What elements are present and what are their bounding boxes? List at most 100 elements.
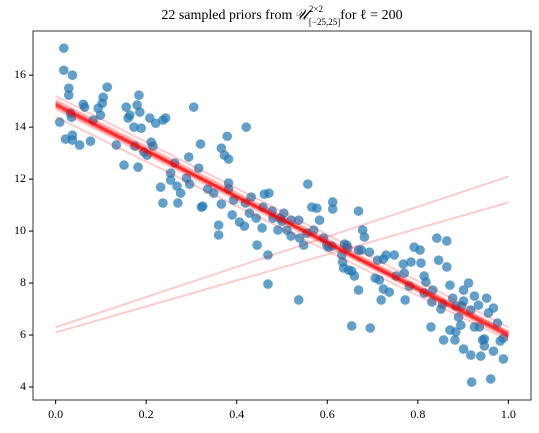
data-point <box>111 140 122 150</box>
data-point <box>353 206 364 216</box>
data-point <box>495 336 506 346</box>
data-point <box>134 90 144 100</box>
prior-line <box>55 106 509 336</box>
data-point <box>213 220 224 230</box>
data-point <box>353 285 364 295</box>
data-point <box>421 277 431 287</box>
data-point <box>63 90 74 100</box>
data-point <box>88 115 99 125</box>
data-point <box>415 245 425 255</box>
data-point <box>441 262 452 272</box>
data-point <box>391 271 401 281</box>
x-tick-label: 1.0 <box>501 407 516 421</box>
data-point <box>384 287 395 297</box>
data-point <box>263 279 273 289</box>
data-point <box>263 250 273 260</box>
data-point <box>406 257 416 267</box>
prior-line <box>55 104 509 339</box>
y-tick-label: 12 <box>14 171 26 185</box>
data-point <box>246 192 257 202</box>
data-point <box>479 334 490 344</box>
data-point <box>488 303 499 313</box>
data-point <box>465 350 476 360</box>
data-point <box>381 250 391 260</box>
data-point <box>416 258 426 268</box>
data-point <box>223 178 234 188</box>
y-tick-label: 14 <box>14 119 26 133</box>
prior-line <box>55 115 509 342</box>
title-superscript: 2×2 <box>309 4 323 14</box>
data-point <box>130 141 140 151</box>
data-point <box>183 152 194 162</box>
y-tick-label: 10 <box>14 223 26 237</box>
prior-line <box>55 102 509 335</box>
data-point <box>488 346 499 356</box>
data-point <box>268 213 278 223</box>
prior-line <box>55 201 509 334</box>
data-point <box>458 296 469 306</box>
axes-frame <box>32 30 532 401</box>
data-point <box>294 233 305 243</box>
data-point <box>193 163 204 174</box>
data-point <box>133 162 143 172</box>
data-point <box>359 232 370 242</box>
chart-title: 22 sampled priors from 𝒰 2×2 [−25,25] for … <box>161 4 402 27</box>
data-point <box>327 197 338 207</box>
data-point <box>474 322 485 332</box>
prior-line <box>55 101 509 335</box>
data-point <box>485 374 496 384</box>
data-point <box>374 275 385 285</box>
data-point <box>175 188 186 198</box>
data-point <box>432 233 442 243</box>
prior-line <box>55 101 509 338</box>
data-point <box>441 236 452 246</box>
data-point <box>447 293 458 303</box>
data-point <box>228 195 239 205</box>
data-point <box>67 70 78 80</box>
data-point <box>327 241 337 251</box>
data-point <box>293 295 304 305</box>
x-tick-label: 0.0 <box>48 407 63 421</box>
data-point <box>314 215 325 225</box>
data-point <box>119 160 129 170</box>
data-point <box>356 245 367 255</box>
data-point <box>399 268 410 278</box>
data-point <box>239 221 250 231</box>
data-point <box>150 118 161 129</box>
x-tick-label: 0.6 <box>320 407 335 421</box>
data-point <box>136 123 147 133</box>
data-point <box>346 321 357 331</box>
data-point <box>85 136 96 146</box>
data-point <box>342 243 353 253</box>
data-point <box>158 198 168 208</box>
prior-line <box>55 102 509 338</box>
data-point <box>257 223 267 233</box>
data-point <box>286 215 296 225</box>
data-point <box>273 225 283 235</box>
data-point <box>165 168 176 178</box>
title-text: for ℓ = 200 <box>340 8 402 23</box>
data-point <box>389 250 400 260</box>
data-point <box>208 188 219 198</box>
prior-line <box>55 95 509 329</box>
data-point <box>195 139 206 149</box>
data-point <box>404 281 415 291</box>
data-point <box>135 107 145 117</box>
prior-line <box>55 100 509 334</box>
data-point <box>327 204 338 214</box>
data-point <box>95 110 106 120</box>
data-point <box>213 230 224 240</box>
data-point <box>169 158 180 168</box>
data-point <box>98 92 108 103</box>
data-point <box>364 247 375 257</box>
data-point <box>303 179 313 189</box>
data-point <box>155 182 166 192</box>
data-point <box>67 135 78 145</box>
data-point <box>121 102 132 112</box>
data-point <box>298 240 309 250</box>
x-tick-label: 0.2 <box>139 407 154 421</box>
data-point <box>184 179 195 189</box>
data-point <box>227 210 237 220</box>
data-point <box>277 216 287 227</box>
data-point <box>308 225 319 235</box>
